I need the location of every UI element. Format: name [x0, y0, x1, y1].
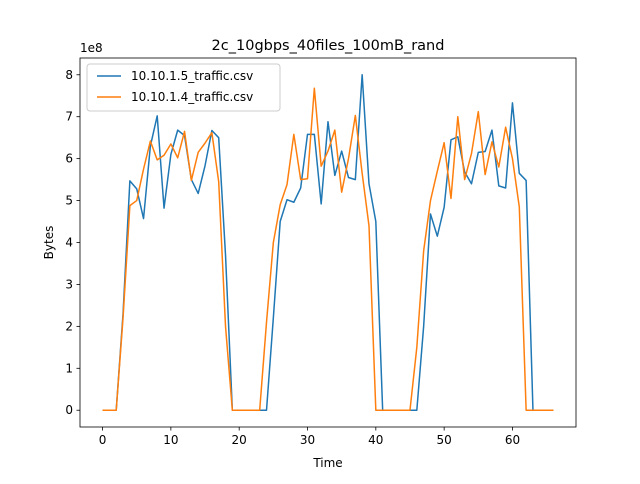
x-tick-label: 0: [99, 433, 107, 447]
y-axis-offset-label: 1e8: [80, 41, 103, 55]
plot-area: [102, 74, 554, 411]
y-tick-label: 3: [65, 277, 73, 291]
y-axis-ticks: 0 1 2 3 4 5 6 7 8: [65, 68, 80, 417]
y-tick-label: 0: [65, 403, 73, 417]
y-tick-label: 1: [65, 361, 73, 375]
y-tick-label: 5: [65, 194, 73, 208]
legend-label-series-2: 10.10.1.4_traffic.csv: [131, 90, 253, 104]
x-axis-label: Time: [312, 456, 342, 470]
legend-label-series-1: 10.10.1.5_traffic.csv: [131, 69, 253, 83]
x-tick-label: 30: [300, 433, 315, 447]
x-axis-ticks: 0 10 20 30 40 50 60: [99, 427, 520, 447]
y-tick-label: 4: [65, 236, 73, 250]
y-tick-label: 7: [65, 110, 73, 124]
x-tick-label: 20: [232, 433, 247, 447]
x-tick-label: 40: [368, 433, 383, 447]
y-tick-label: 2: [65, 319, 73, 333]
chart-title: 2c_10gbps_40files_100mB_rand: [212, 38, 445, 54]
series-line-1: [102, 74, 554, 411]
x-tick-label: 60: [505, 433, 520, 447]
legend-frame: [86, 63, 281, 112]
y-tick-label: 8: [65, 68, 73, 82]
y-tick-label: 6: [65, 152, 73, 166]
x-tick-label: 50: [437, 433, 452, 447]
x-tick-label: 10: [163, 433, 178, 447]
series-line-2: [102, 87, 554, 411]
y-axis-label: Bytes: [42, 226, 56, 260]
legend: 10.10.1.5_traffic.csv 10.10.1.4_traffic.…: [86, 63, 281, 112]
